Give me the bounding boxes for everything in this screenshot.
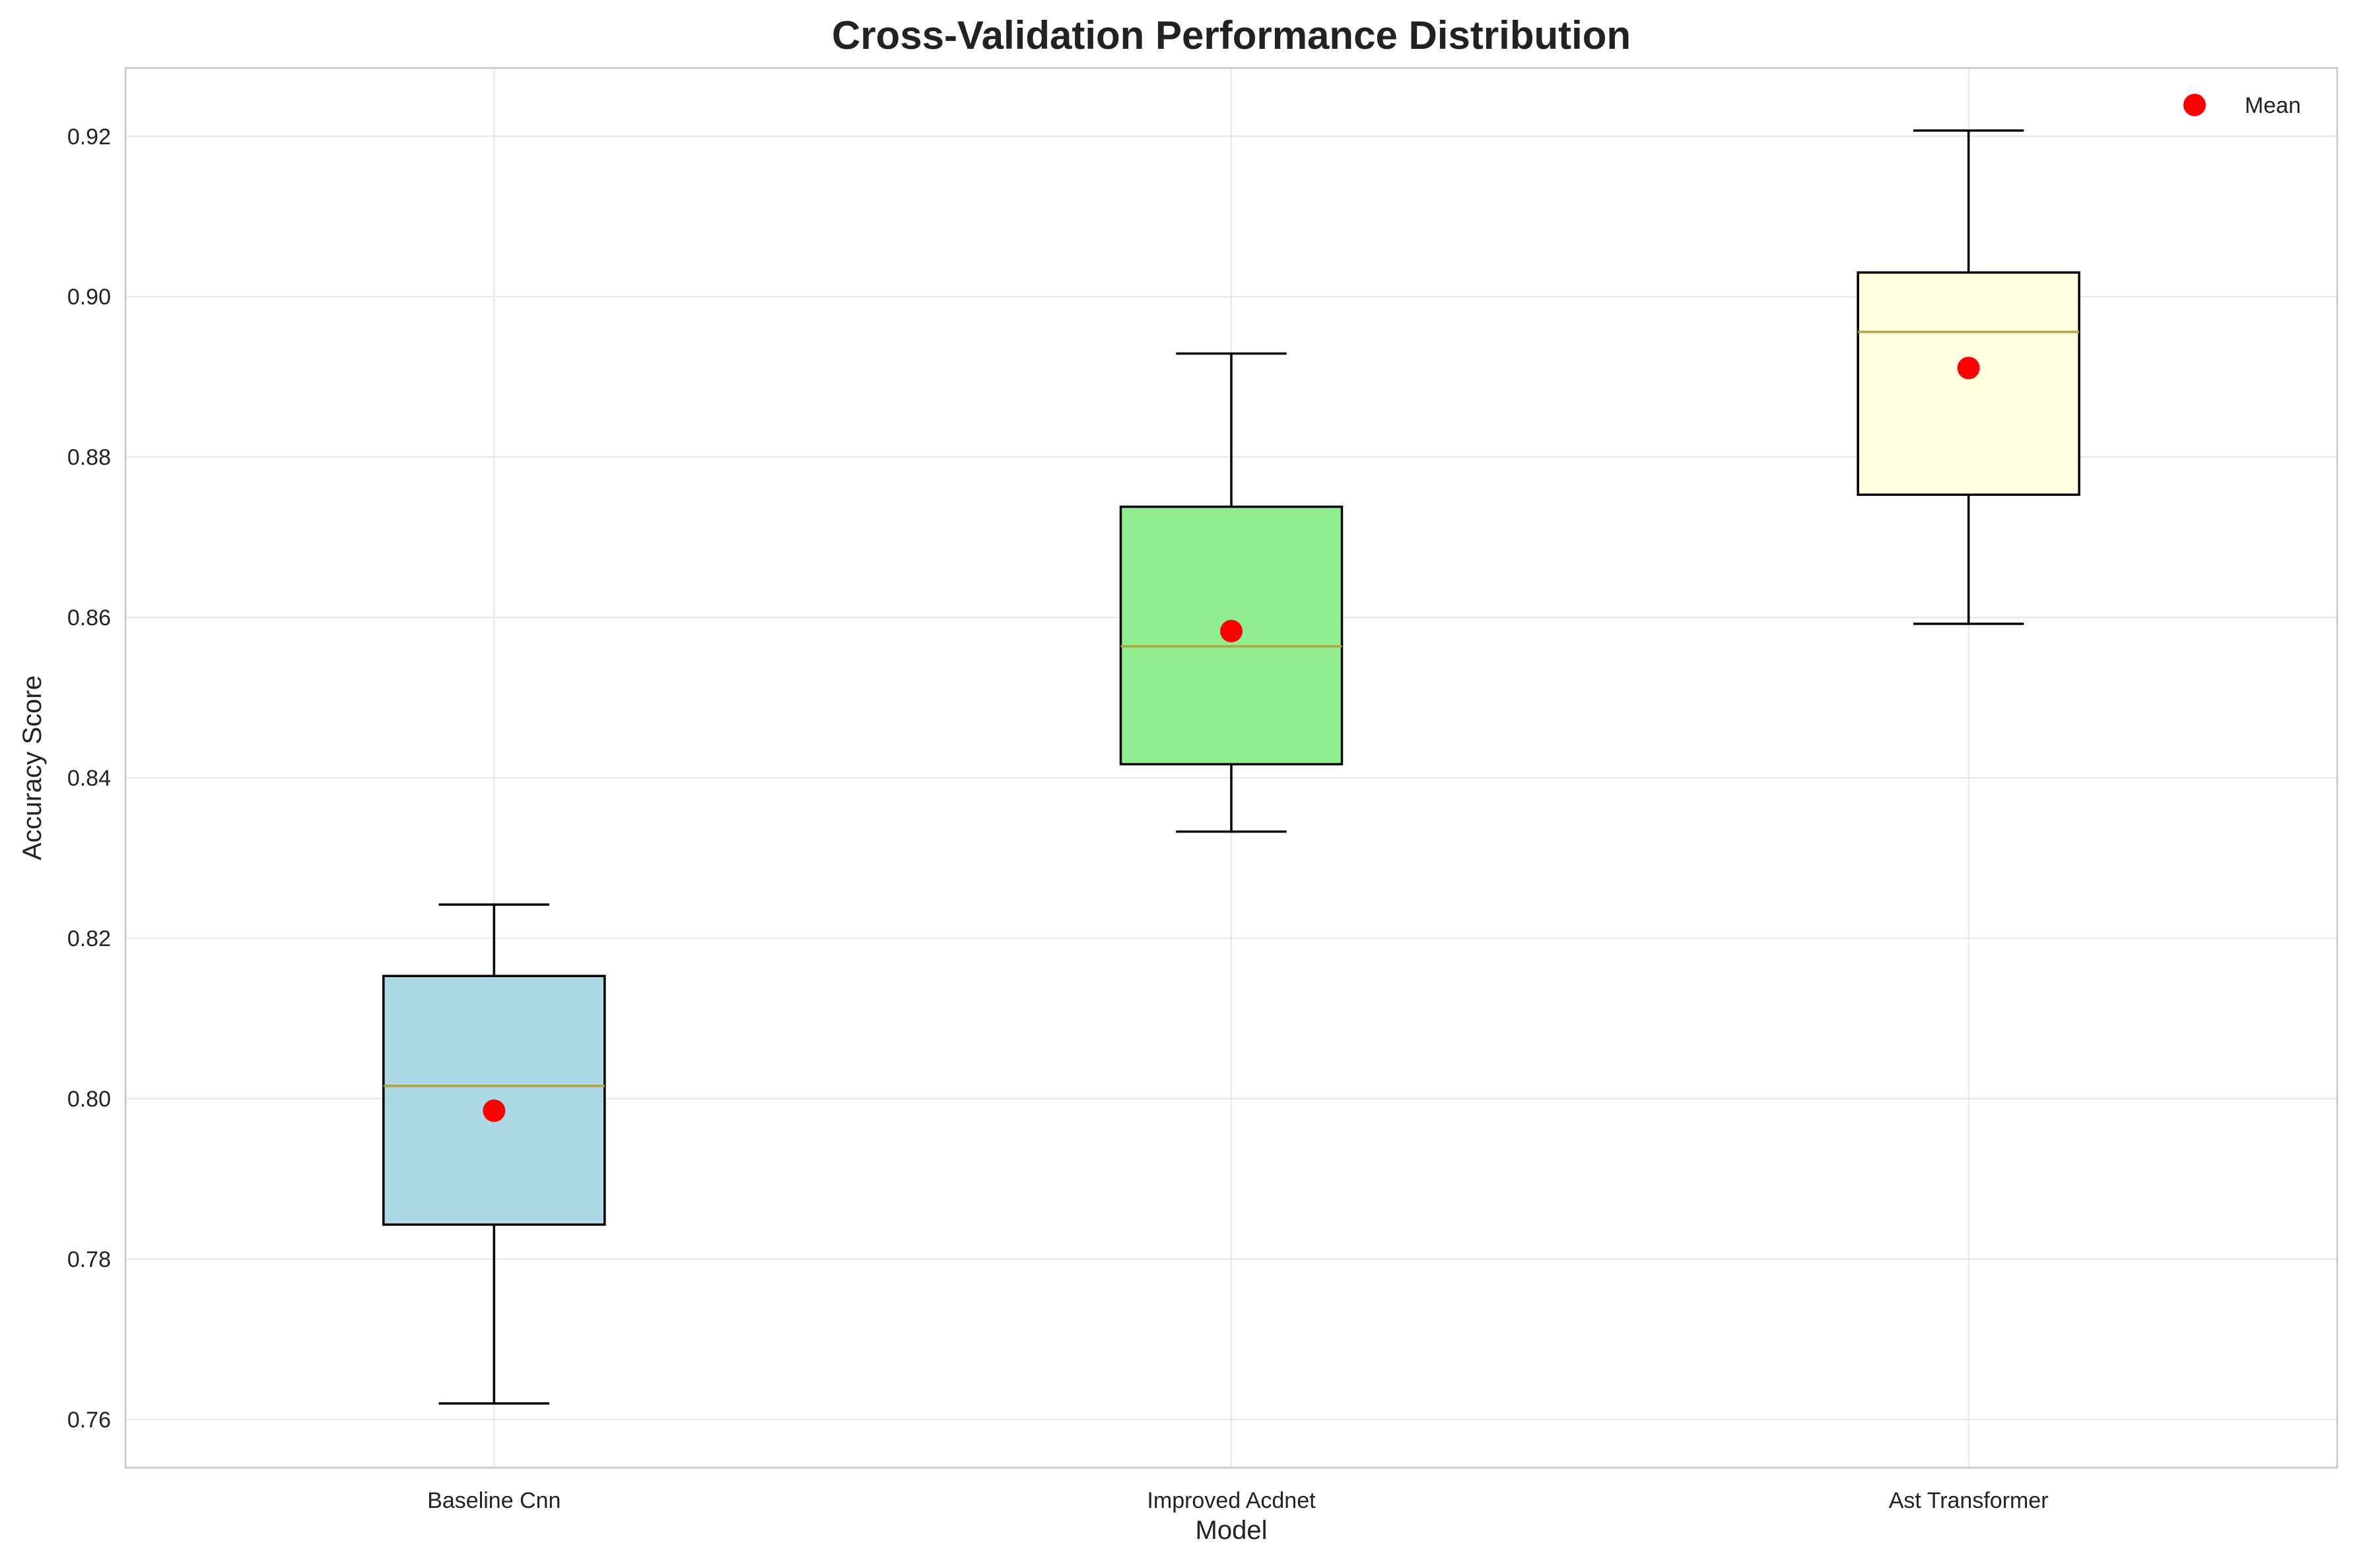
y-tick-label: 0.86 xyxy=(67,605,111,631)
x-tick-label: Baseline Cnn xyxy=(427,1488,561,1513)
legend-label-mean: Mean xyxy=(2245,93,2301,118)
legend: Mean xyxy=(2183,93,2301,118)
iqr-box xyxy=(1857,271,2080,496)
box-group xyxy=(382,903,606,1405)
x-axis-label: Model xyxy=(1196,1516,1268,1545)
mean-marker xyxy=(483,1099,506,1122)
box-group xyxy=(1119,352,1344,833)
box-group xyxy=(1857,129,2080,625)
x-tick-label: Ast Transformer xyxy=(1889,1488,2049,1513)
tick-labels: 0.76 0.78 0.80 0.82 0.84 0.86 0.88 0.90 0.92 Base… xyxy=(67,124,2049,1513)
y-axis-label: Accuracy Score xyxy=(18,675,47,860)
mean-marker xyxy=(1957,357,1980,380)
y-tick-label: 0.78 xyxy=(67,1247,111,1272)
chart-title: Cross-Validation Performance Distributio… xyxy=(832,13,1631,57)
y-tick-label: 0.76 xyxy=(67,1408,111,1433)
y-tick-label: 0.80 xyxy=(67,1087,111,1112)
x-tick-label: Improved Acdnet xyxy=(1147,1488,1316,1513)
y-tick-label: 0.92 xyxy=(67,124,111,149)
boxes xyxy=(382,129,2080,1405)
plot-area-frame xyxy=(124,67,2339,1469)
legend-mean-marker xyxy=(2183,94,2206,116)
y-tick-label: 0.88 xyxy=(67,445,111,470)
y-tick-label: 0.90 xyxy=(67,285,111,310)
y-tick-label: 0.82 xyxy=(67,926,111,951)
mean-marker xyxy=(1220,619,1243,642)
y-tick-label: 0.84 xyxy=(67,766,111,791)
